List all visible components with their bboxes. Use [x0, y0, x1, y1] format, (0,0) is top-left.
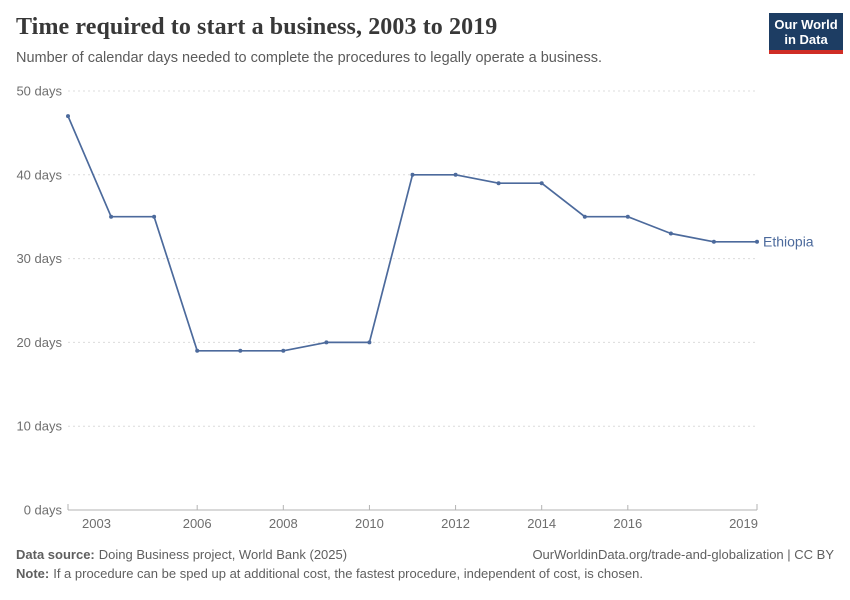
- footer-note: Note: If a procedure can be sped up at ad…: [16, 565, 834, 584]
- credit-link[interactable]: OurWorldinData.org/trade-and-globalizati…: [532, 547, 834, 562]
- page-title: Time required to start a business, 2003 …: [16, 14, 498, 40]
- data-point-marker: [281, 348, 286, 353]
- x-axis-tick-label: 2014: [527, 516, 556, 531]
- data-point-marker: [195, 348, 200, 353]
- data-source-text: Doing Business project, World Bank (2025…: [98, 547, 348, 562]
- y-axis-tick-label: 50 days: [16, 84, 62, 99]
- x-axis-tick-label: 2006: [183, 516, 212, 531]
- footer-row: Data source: Doing Business project, Worl…: [16, 546, 834, 565]
- x-axis-tick-label: 2012: [441, 516, 470, 531]
- x-axis-tick-label: 2016: [613, 516, 642, 531]
- data-point-marker: [453, 172, 458, 177]
- data-point-marker: [367, 340, 372, 345]
- chart-subtitle: Number of calendar days needed to comple…: [16, 50, 602, 66]
- data-point-marker: [582, 214, 587, 219]
- y-axis-tick-label: 10 days: [16, 419, 62, 434]
- owid-logo-line1: Our World: [774, 17, 838, 32]
- data-point-marker: [625, 214, 630, 219]
- owid-logo[interactable]: Our World in Data: [769, 13, 843, 54]
- x-axis-tick-label: 2019: [729, 516, 758, 531]
- data-source: Data source: Doing Business project, Worl…: [16, 546, 347, 565]
- data-source-label: Data source:: [16, 547, 95, 562]
- line-chart-svg: 0 days 10 days 20 days 30 days 40 days 50 day…: [16, 84, 814, 532]
- data-point-marker: [410, 172, 415, 177]
- x-axis-tick-label: 2003: [82, 516, 111, 531]
- data-point-marker: [238, 348, 243, 353]
- data-point-marker: [755, 239, 759, 244]
- data-point-marker: [109, 214, 114, 219]
- data-point-marker: [496, 181, 501, 186]
- series-label-ethiopia[interactable]: Ethiopia: [763, 233, 814, 249]
- note-label: Note:: [16, 565, 50, 581]
- data-point-marker: [539, 181, 544, 186]
- y-axis-tick-label: 30 days: [16, 251, 62, 266]
- note-text: If a procedure can be sped up at additio…: [53, 565, 643, 581]
- data-point-marker: [152, 214, 157, 219]
- owid-logo-line2: in Data: [784, 32, 828, 47]
- owid-logo-box: Our World in Data: [769, 13, 843, 50]
- ethiopia-line: [67, 115, 757, 352]
- data-point-marker: [711, 239, 716, 244]
- x-axis-tick-label: 2008: [269, 516, 298, 531]
- y-axis-tick-label: 0 days: [24, 503, 63, 518]
- data-point-marker: [668, 231, 673, 236]
- plot-area: 0 days 10 days 20 days 30 days 40 days 50 day…: [0, 78, 850, 538]
- y-axis-tick-label: 40 days: [16, 167, 62, 182]
- y-axis-tick-label: 20 days: [16, 335, 62, 350]
- data-point-marker: [324, 340, 329, 345]
- x-axis-tick-label: 2010: [355, 516, 384, 531]
- owid-logo-stripe: [769, 50, 843, 54]
- chart-footer: Data source: Doing Business project, Worl…: [16, 546, 834, 584]
- data-point-marker: [66, 114, 70, 119]
